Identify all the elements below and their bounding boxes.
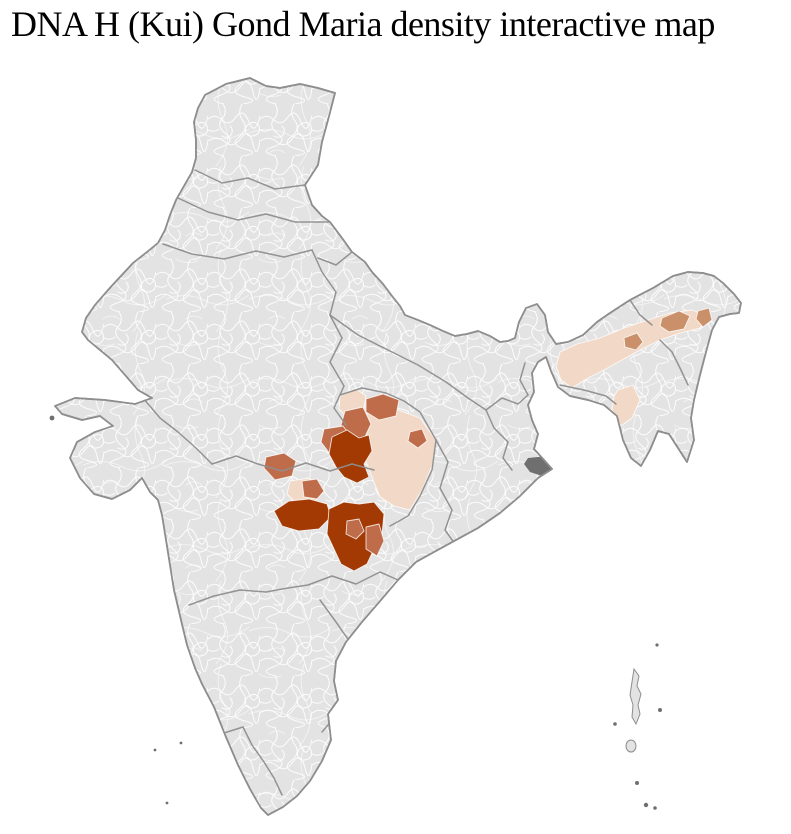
district-high-density[interactable]	[328, 429, 373, 484]
lakshadweep-islands	[153, 741, 183, 805]
andaman-nicobar-islands	[613, 643, 662, 810]
district-medium-density[interactable]	[301, 478, 325, 500]
district-medium-density[interactable]	[345, 518, 365, 540]
india-outline-stroke	[54, 77, 742, 816]
district-medium-density[interactable]	[407, 428, 428, 449]
district-medium-density[interactable]	[263, 452, 297, 481]
district-medium-density[interactable]	[623, 332, 644, 351]
kutch-islet	[49, 415, 55, 421]
central-cluster-high-density-districts[interactable]	[273, 429, 385, 572]
northeast-valley-districts[interactable]	[555, 307, 713, 427]
district-medium-density[interactable]	[365, 523, 385, 557]
page-title: DNA H (Kui) Gond Maria density interacti…	[11, 4, 715, 44]
district-low-density[interactable]	[611, 384, 641, 427]
district-medium-density[interactable]	[659, 310, 691, 333]
district-medium-density[interactable]	[695, 307, 713, 328]
district-medium-density[interactable]	[365, 393, 400, 421]
